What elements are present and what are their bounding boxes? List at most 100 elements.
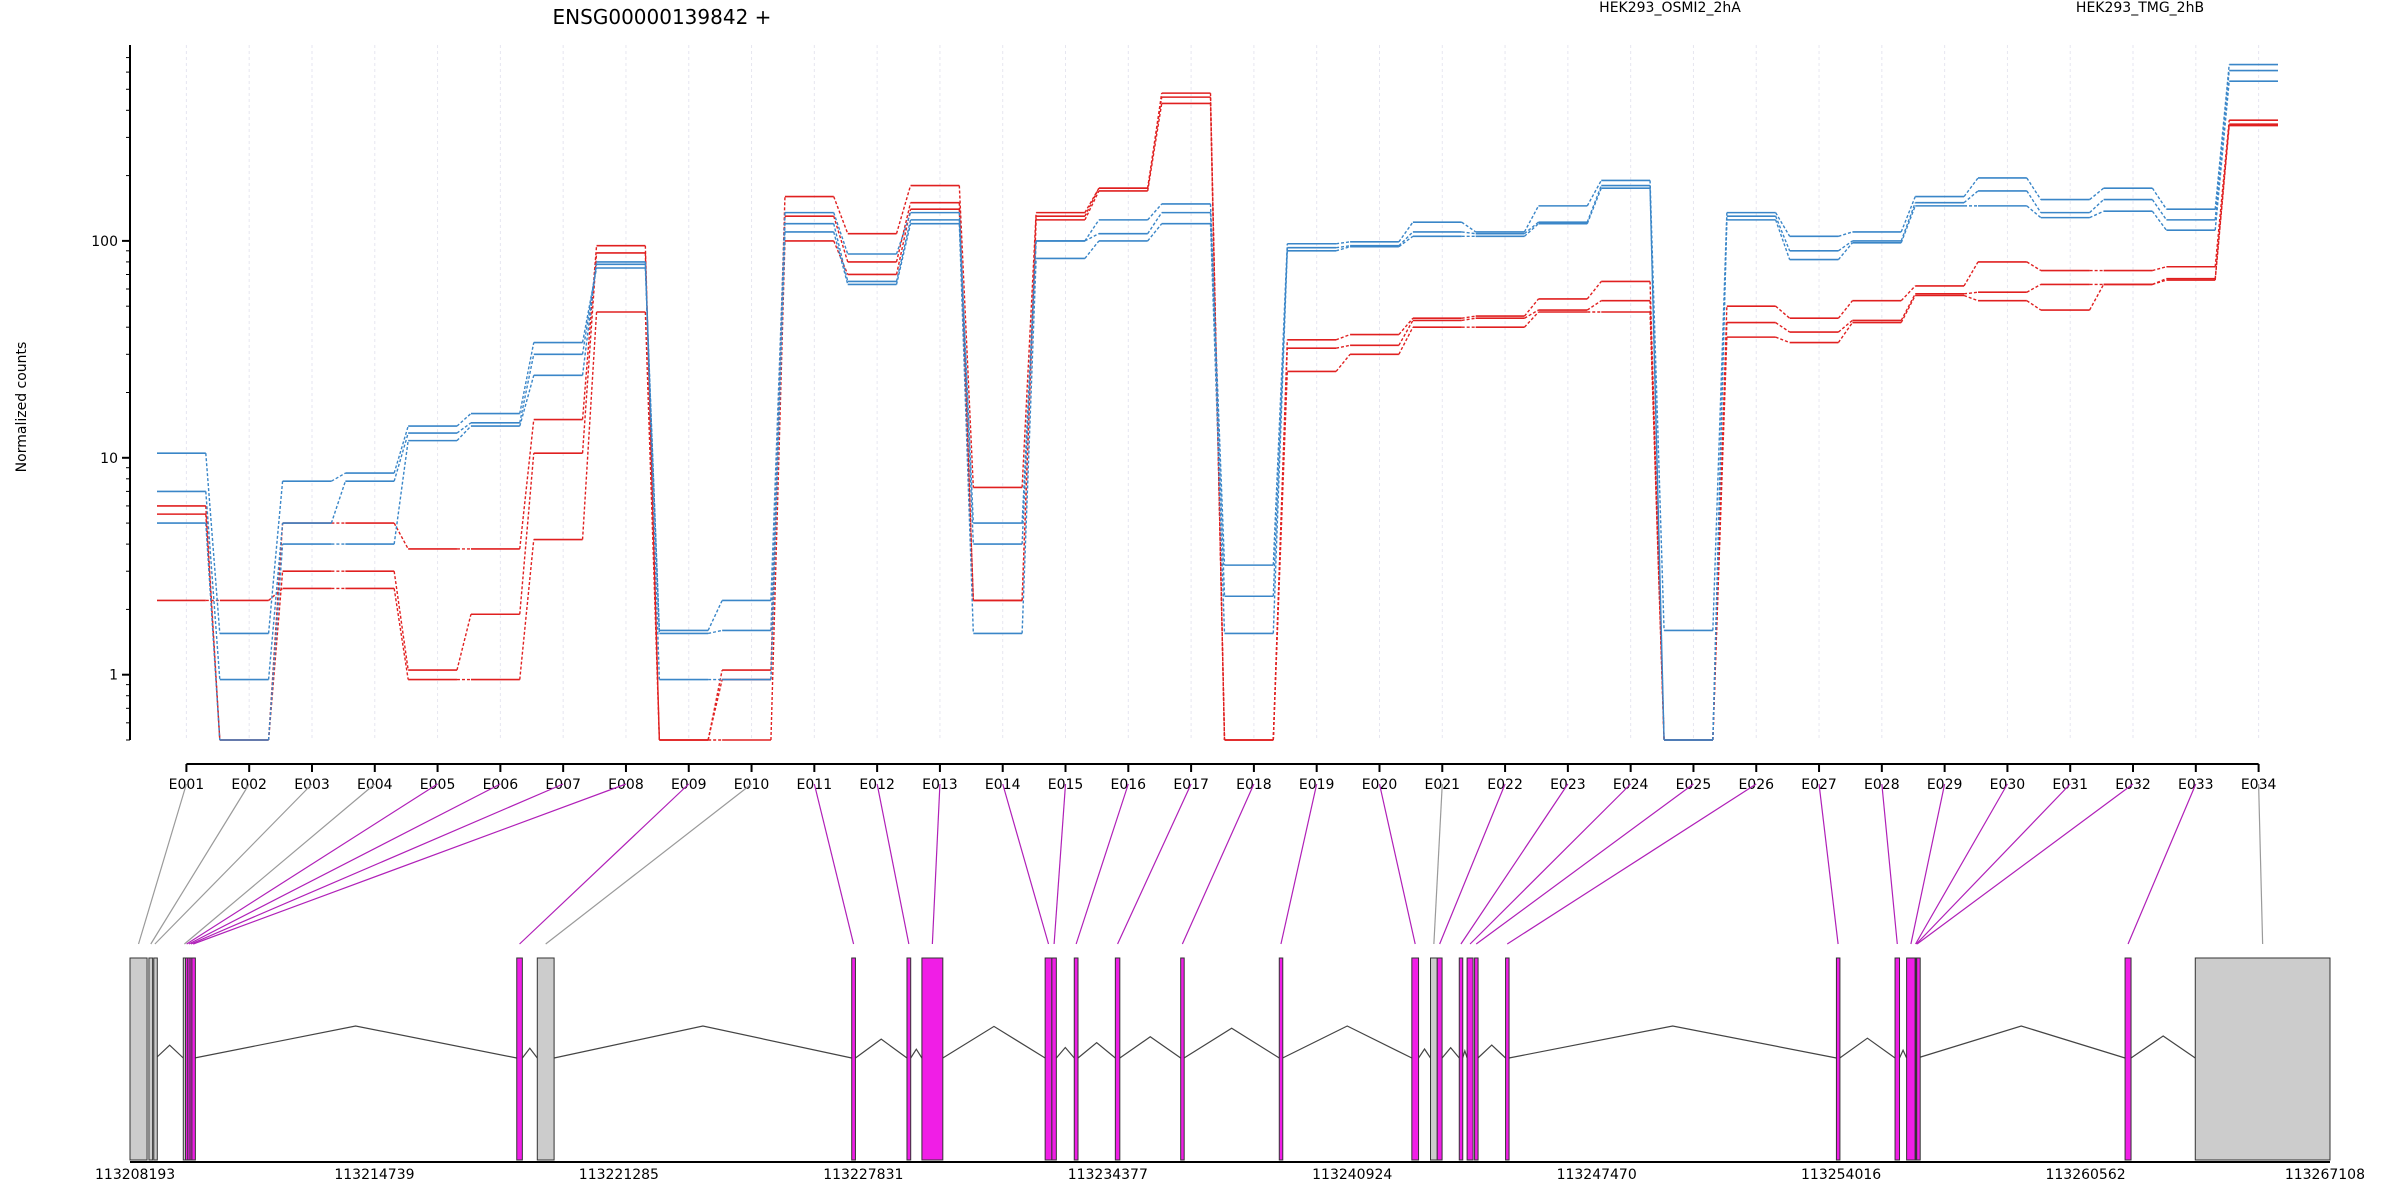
data-riser xyxy=(1523,205,1540,233)
data-riser xyxy=(895,223,912,285)
data-riser xyxy=(958,223,975,634)
exon-connector xyxy=(154,783,313,945)
data-riser xyxy=(1775,336,1790,344)
data-riser xyxy=(833,196,849,234)
intron-line xyxy=(1282,1025,1413,1059)
data-riser xyxy=(393,588,409,680)
data-riser xyxy=(895,212,912,255)
genomic-tick-label: 113234377 xyxy=(1068,1167,1148,1183)
data-riser xyxy=(1398,221,1414,243)
exon-connector xyxy=(190,783,564,945)
data-riser xyxy=(393,432,409,482)
exon-connector xyxy=(1053,783,1067,945)
data-riser xyxy=(456,425,472,442)
exon-connector xyxy=(1910,783,1946,945)
genomic-tick-label: 113247470 xyxy=(1557,1167,1637,1183)
exon-connector xyxy=(1460,783,1569,945)
intron-line xyxy=(855,1038,908,1059)
y-tick-label: 100 xyxy=(91,234,118,250)
data-riser xyxy=(1398,235,1414,248)
data-riser xyxy=(519,375,535,427)
data-riser xyxy=(519,539,535,680)
data-riser xyxy=(2089,187,2105,201)
data-riser xyxy=(1209,212,1226,597)
genomic-tick-label: 113267108 xyxy=(2285,1167,2365,1183)
data-riser xyxy=(330,480,347,524)
intron-line xyxy=(910,1048,923,1059)
intron-line xyxy=(1055,1046,1075,1059)
genomic-tick-label: 113240924 xyxy=(1312,1167,1392,1183)
data-riser xyxy=(644,311,661,741)
exon-connector xyxy=(519,783,690,945)
data-riser xyxy=(1147,97,1163,189)
exon-connector xyxy=(1915,783,2071,945)
data-riser xyxy=(708,629,723,635)
data-riser xyxy=(2152,266,2167,272)
data-riser xyxy=(770,240,786,741)
data-riser xyxy=(770,212,786,601)
genomic-tick-label: 113260562 xyxy=(2045,1167,2125,1183)
legend-label-tmg: HEK293_TMG_2hB xyxy=(2076,0,2204,16)
data-riser xyxy=(267,544,284,741)
data-riser xyxy=(581,264,598,355)
data-riser xyxy=(1461,317,1476,322)
exon-box xyxy=(1916,957,1921,1161)
data-riser xyxy=(456,422,472,434)
x-tick-label: E024 xyxy=(1613,777,1649,793)
data-riser xyxy=(1335,245,1351,249)
exon-box xyxy=(129,957,148,1161)
data-riser xyxy=(267,481,284,634)
intron-line xyxy=(1077,1041,1116,1059)
exon-box xyxy=(1436,957,1443,1161)
exon-box xyxy=(148,957,154,1161)
data-riser xyxy=(1524,223,1539,237)
data-riser xyxy=(1335,241,1351,245)
genomic-tick-label: 113221285 xyxy=(579,1167,659,1183)
data-riser xyxy=(1900,202,1916,242)
data-riser xyxy=(833,231,849,285)
data-riser xyxy=(1398,231,1414,247)
exon-connector xyxy=(931,783,941,945)
exon-connector xyxy=(1916,783,2134,945)
data-riser xyxy=(1398,317,1414,336)
data-riser xyxy=(1461,231,1476,235)
data-riser xyxy=(1335,246,1351,252)
grid-lines xyxy=(185,45,2260,740)
exon-box xyxy=(1474,957,1479,1161)
data-riser xyxy=(456,412,472,427)
exon-box xyxy=(516,957,523,1161)
data-riser xyxy=(1963,190,1979,204)
exon-box xyxy=(1051,957,1057,1161)
intron-line xyxy=(521,1047,538,1059)
data-riser xyxy=(1523,298,1540,317)
series-HEK293_OSMI2_2hA xyxy=(157,102,2278,741)
data-riser xyxy=(707,679,723,741)
data-riser xyxy=(2151,199,2167,221)
data-riser xyxy=(1461,221,1477,233)
exon-box xyxy=(153,957,158,1161)
data-riser xyxy=(1084,187,1100,217)
data-riser xyxy=(958,212,975,524)
genomic-tick-label: 113208193 xyxy=(95,1167,175,1183)
intron-line xyxy=(942,1025,1046,1059)
exon-box xyxy=(921,957,944,1161)
exon-connector xyxy=(137,783,187,945)
data-riser xyxy=(456,614,472,671)
data-riser xyxy=(581,261,598,376)
data-riser xyxy=(770,231,786,680)
intron-line xyxy=(1839,1037,1896,1059)
data-riser xyxy=(1649,185,1665,741)
data-riser xyxy=(895,219,912,282)
intron-line xyxy=(1183,1027,1280,1059)
data-riser xyxy=(1837,242,1853,261)
intron-line xyxy=(1418,1047,1432,1059)
data-riser xyxy=(1398,326,1414,355)
intron-line xyxy=(1477,1044,1506,1059)
genomic-tick-label: 113214739 xyxy=(334,1167,414,1183)
exon-box xyxy=(1114,957,1121,1161)
exon-connector xyxy=(1117,783,1192,945)
data-riser xyxy=(2026,261,2042,272)
x-tick-label: E008 xyxy=(608,777,644,793)
data-riser xyxy=(1524,221,1539,235)
